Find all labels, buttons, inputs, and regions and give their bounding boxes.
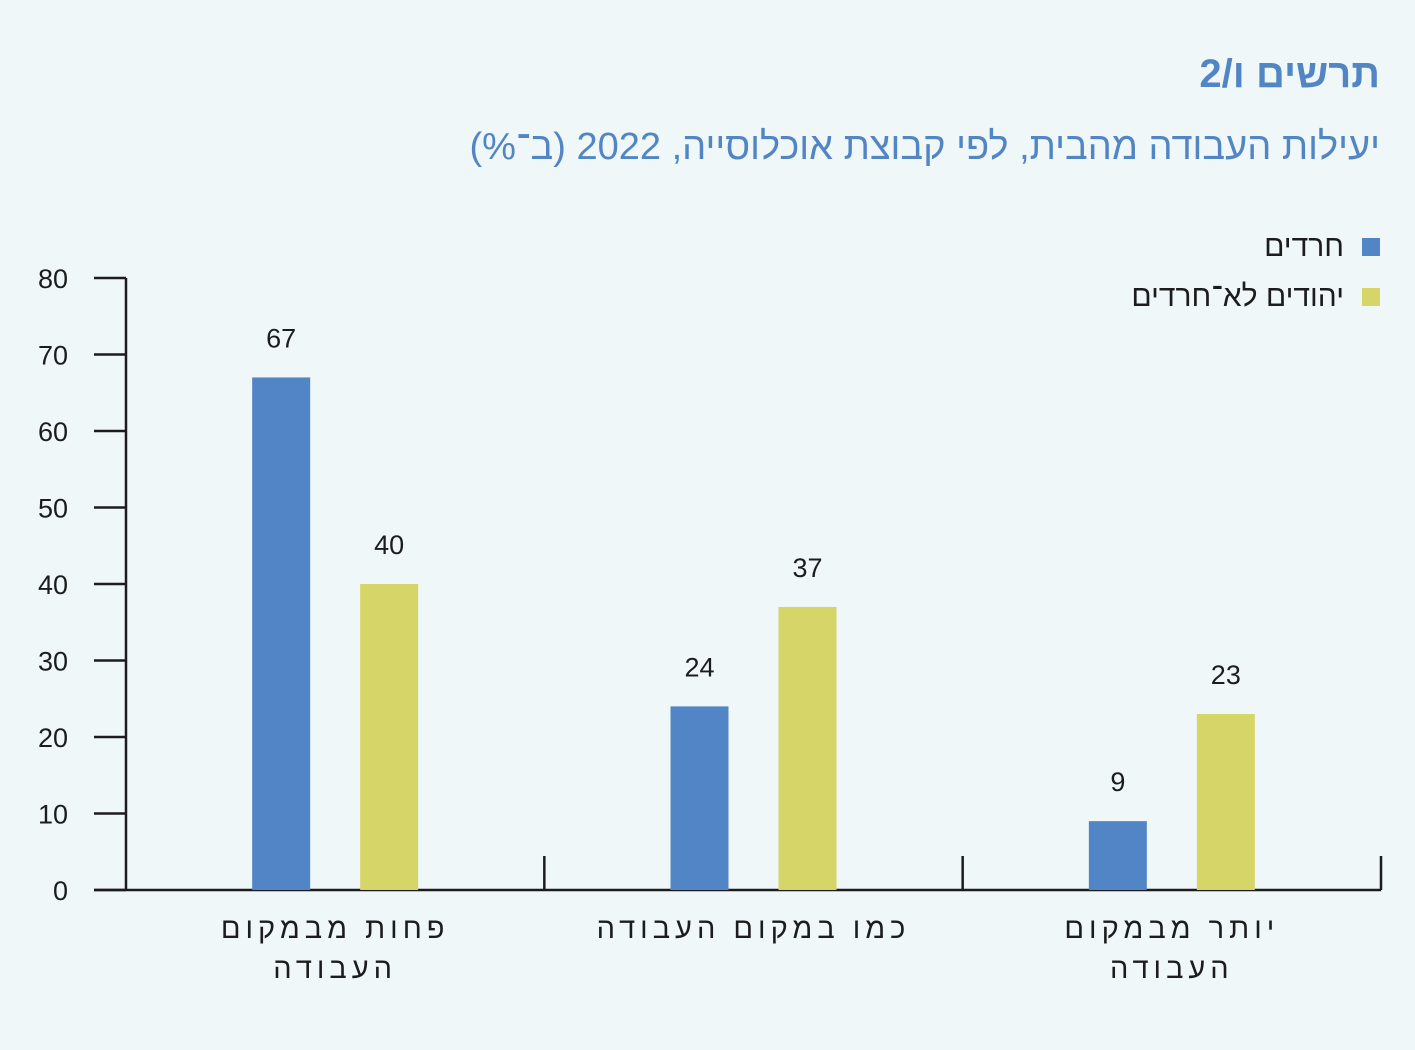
y-tick-label: 30	[38, 647, 68, 677]
x-category-label: כמו במקום העבודה	[597, 913, 911, 945]
legend-swatch-nonharedi	[1362, 288, 1380, 306]
bar-nonharedi	[778, 606, 837, 890]
bar-haredi	[670, 706, 729, 890]
legend-item-haredi: חרדים	[1131, 222, 1380, 272]
bar-nonharedi	[360, 584, 419, 890]
y-tick-label: 0	[53, 876, 68, 906]
chart-legend: חרדים יהודים לא־חרדים	[1131, 222, 1380, 322]
legend-label-nonharedi: יהודים לא־חרדים	[1131, 280, 1344, 313]
bar-value-label: 67	[266, 323, 296, 353]
y-tick-label: 20	[38, 723, 68, 753]
legend-swatch-haredi	[1362, 238, 1380, 256]
bar-haredi	[252, 377, 311, 890]
bar-value-label: 23	[1211, 660, 1241, 690]
bar-haredi	[1088, 821, 1147, 890]
figure-label: תרשים ו/2	[1199, 52, 1380, 96]
x-category-label: העבודה	[1110, 953, 1234, 985]
bar-value-label: 9	[1110, 767, 1125, 797]
bar-nonharedi	[1196, 714, 1255, 890]
y-tick-label: 10	[38, 800, 68, 830]
x-category-label: פחות מבמקום	[221, 913, 450, 945]
x-category-label: העבודה	[273, 953, 397, 985]
y-tick-label: 40	[38, 570, 68, 600]
legend-label-haredi: חרדים	[1264, 230, 1344, 263]
y-tick-label: 80	[38, 264, 68, 294]
bar-value-label: 37	[792, 553, 822, 583]
chart-title: יעילות העבודה מהבית, לפי קבוצת אוכלוסייה…	[469, 126, 1380, 168]
y-tick-label: 60	[38, 417, 68, 447]
y-tick-label: 50	[38, 494, 68, 524]
x-category-label: יותר מבמקום	[1064, 913, 1279, 945]
bar-value-label: 40	[374, 530, 404, 560]
bar-value-label: 24	[684, 652, 714, 682]
legend-item-nonharedi: יהודים לא־חרדים	[1131, 272, 1380, 322]
y-tick-label: 70	[38, 341, 68, 371]
